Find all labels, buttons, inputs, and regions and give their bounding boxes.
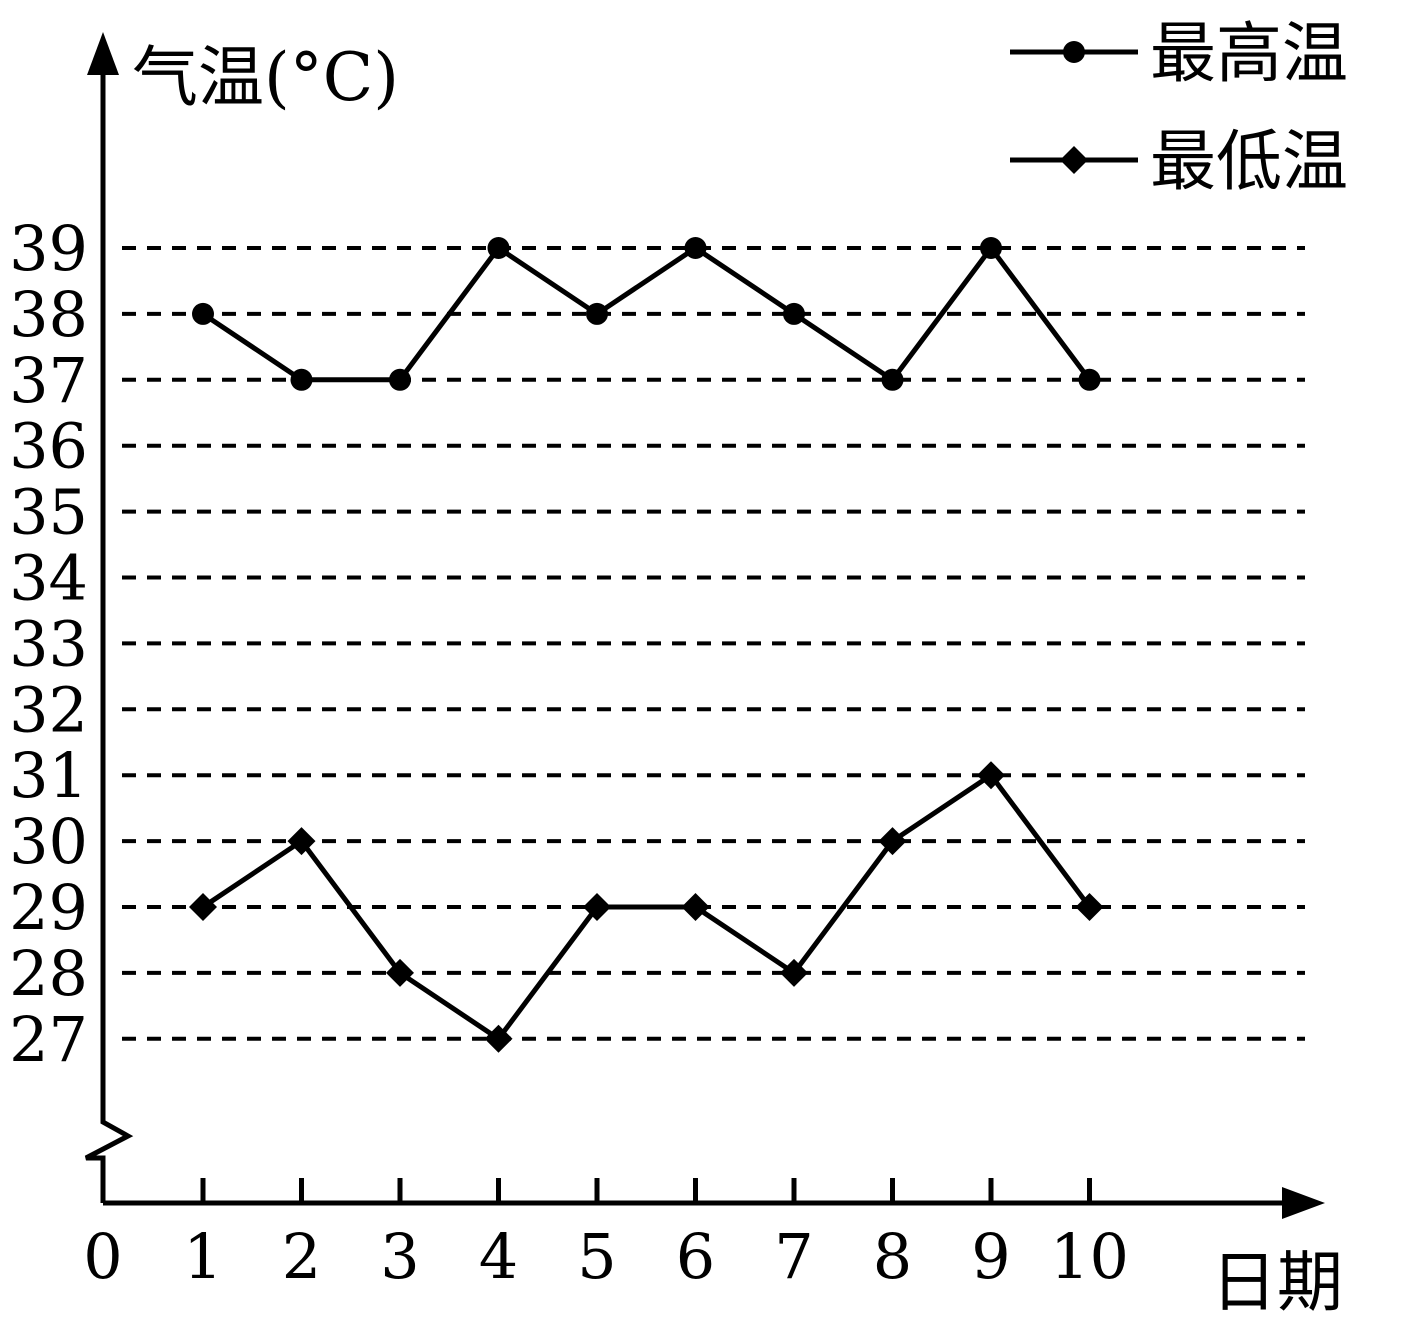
data-point <box>290 368 313 391</box>
gridlines <box>122 246 1305 1041</box>
data-point <box>386 958 414 987</box>
data-point <box>977 761 1005 790</box>
data-point <box>484 1024 513 1053</box>
y-tick-label: 29 <box>9 871 88 944</box>
data-point <box>780 958 808 987</box>
data-point <box>192 302 214 325</box>
x-tick-label: 9 <box>971 1220 1010 1293</box>
data-point <box>881 368 904 391</box>
y-axis-title: 气温(°C) <box>132 39 399 116</box>
legend-item: 最高温 <box>1010 15 1348 92</box>
series <box>189 237 1104 1053</box>
data-point <box>487 237 510 259</box>
y-tick-label: 32 <box>9 673 88 746</box>
data-point <box>681 893 710 921</box>
x-tick-label: 8 <box>873 1220 912 1293</box>
data-point <box>583 893 611 921</box>
series-max <box>192 237 1101 391</box>
y-tick-label: 33 <box>9 607 88 680</box>
data-point <box>783 302 805 325</box>
origin-label: 0 <box>83 1220 122 1293</box>
series-line <box>201 771 1092 1043</box>
y-tick-label: 30 <box>9 805 88 878</box>
x-tick-label: 4 <box>479 1220 518 1293</box>
y-tick-label: 38 <box>9 278 88 351</box>
x-tick-label: 3 <box>380 1220 419 1293</box>
data-point <box>1078 368 1101 391</box>
y-tick-label: 28 <box>9 937 88 1010</box>
legend-marker <box>1063 41 1085 63</box>
legend-label: 最高温 <box>1150 15 1348 92</box>
x-tick-label: 5 <box>577 1220 616 1293</box>
data-point <box>878 827 907 856</box>
x-axis-title: 日期 <box>1211 1244 1343 1321</box>
series-min <box>189 761 1104 1053</box>
axes <box>84 32 1325 1219</box>
y-axis-arrow <box>87 32 119 75</box>
legend-marker <box>1060 146 1088 174</box>
legend-item: 最低温 <box>1010 123 1348 200</box>
y-tick-label: 37 <box>9 344 88 417</box>
x-tick-label: 7 <box>774 1220 813 1293</box>
data-point <box>586 302 608 325</box>
y-tick-label: 34 <box>9 542 88 615</box>
y-tick-label: 39 <box>9 212 88 285</box>
data-point <box>389 368 411 391</box>
x-tick-label: 2 <box>282 1220 321 1293</box>
data-point <box>189 893 217 921</box>
y-tick-label: 31 <box>9 739 88 812</box>
y-axis-line <box>84 45 134 1203</box>
legend-label: 最低温 <box>1150 123 1348 200</box>
y-tick-label: 35 <box>9 476 88 549</box>
x-tick-label: 6 <box>676 1220 715 1293</box>
series-line <box>201 243 1092 384</box>
data-point <box>980 237 1002 259</box>
x-tick-label: 10 <box>1050 1220 1129 1293</box>
x-tick-label: 1 <box>183 1220 222 1293</box>
data-point <box>684 237 707 259</box>
y-tick-label: 27 <box>9 1003 88 1076</box>
data-point <box>1075 893 1104 921</box>
x-tick-marks-and-labels: 1 2 3 4 5 6 7 8 9 10 <box>183 1178 1129 1293</box>
data-point <box>287 827 316 856</box>
x-axis-arrow <box>1282 1187 1325 1219</box>
y-tick-label: 36 <box>9 410 88 483</box>
